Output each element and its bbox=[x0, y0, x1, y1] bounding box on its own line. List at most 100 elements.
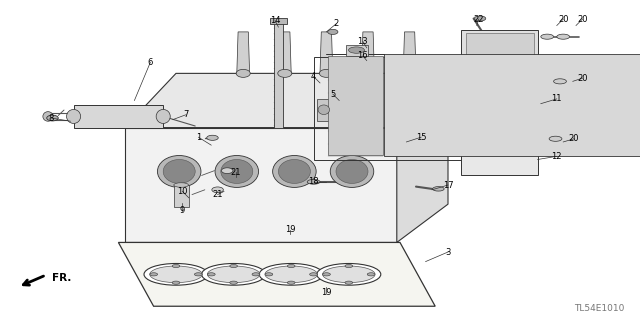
Ellipse shape bbox=[549, 136, 562, 141]
Text: 4: 4 bbox=[311, 72, 316, 81]
Bar bbox=[314, 57, 461, 160]
Ellipse shape bbox=[541, 34, 554, 39]
Text: 9: 9 bbox=[180, 206, 185, 215]
Ellipse shape bbox=[163, 160, 195, 183]
Ellipse shape bbox=[323, 273, 330, 276]
Ellipse shape bbox=[336, 160, 368, 183]
Text: 17: 17 bbox=[443, 181, 453, 189]
Ellipse shape bbox=[403, 70, 417, 78]
Ellipse shape bbox=[310, 273, 317, 276]
Text: 22: 22 bbox=[474, 15, 484, 24]
Ellipse shape bbox=[330, 156, 374, 188]
Polygon shape bbox=[317, 99, 332, 121]
Ellipse shape bbox=[230, 264, 237, 268]
Polygon shape bbox=[270, 18, 287, 24]
Ellipse shape bbox=[367, 273, 375, 276]
Ellipse shape bbox=[156, 109, 170, 123]
Text: 6: 6 bbox=[148, 58, 153, 67]
Polygon shape bbox=[328, 56, 383, 155]
Polygon shape bbox=[125, 128, 397, 242]
Polygon shape bbox=[125, 73, 448, 128]
Text: 3: 3 bbox=[445, 248, 451, 256]
Ellipse shape bbox=[43, 112, 53, 121]
Ellipse shape bbox=[474, 16, 486, 21]
Text: 19: 19 bbox=[321, 288, 332, 297]
Ellipse shape bbox=[195, 273, 202, 276]
Ellipse shape bbox=[287, 281, 295, 284]
Ellipse shape bbox=[557, 34, 570, 39]
Text: FR.: FR. bbox=[52, 272, 72, 283]
Ellipse shape bbox=[307, 179, 320, 184]
Ellipse shape bbox=[323, 266, 375, 283]
Text: TL54E1010: TL54E1010 bbox=[573, 304, 624, 313]
Text: 11: 11 bbox=[552, 94, 562, 103]
Polygon shape bbox=[466, 33, 534, 61]
Polygon shape bbox=[174, 185, 189, 207]
Text: 13: 13 bbox=[358, 37, 368, 46]
Ellipse shape bbox=[67, 109, 81, 123]
Polygon shape bbox=[274, 21, 283, 128]
Polygon shape bbox=[326, 54, 640, 156]
Ellipse shape bbox=[345, 264, 353, 268]
Ellipse shape bbox=[207, 135, 218, 140]
Text: 20: 20 bbox=[577, 74, 588, 83]
Ellipse shape bbox=[252, 273, 260, 276]
Ellipse shape bbox=[361, 70, 375, 78]
Ellipse shape bbox=[328, 29, 338, 34]
Ellipse shape bbox=[278, 70, 292, 78]
Text: 8: 8 bbox=[49, 114, 54, 122]
Text: 12: 12 bbox=[552, 152, 562, 161]
Ellipse shape bbox=[265, 273, 273, 276]
Ellipse shape bbox=[319, 70, 333, 78]
Ellipse shape bbox=[172, 281, 180, 284]
Ellipse shape bbox=[221, 160, 253, 183]
Polygon shape bbox=[118, 242, 435, 306]
Ellipse shape bbox=[259, 263, 323, 285]
Text: 2: 2 bbox=[333, 19, 339, 28]
Text: 20: 20 bbox=[558, 15, 568, 24]
Ellipse shape bbox=[317, 263, 381, 285]
Text: 1: 1 bbox=[196, 133, 201, 142]
Polygon shape bbox=[320, 32, 333, 73]
Text: 21: 21 bbox=[212, 190, 223, 199]
Ellipse shape bbox=[172, 264, 180, 268]
Ellipse shape bbox=[215, 156, 259, 188]
Ellipse shape bbox=[390, 139, 403, 145]
Text: 19: 19 bbox=[285, 225, 295, 234]
Ellipse shape bbox=[345, 281, 353, 284]
Ellipse shape bbox=[230, 281, 237, 284]
Text: 5: 5 bbox=[330, 90, 335, 99]
Polygon shape bbox=[461, 124, 538, 175]
Text: 21: 21 bbox=[230, 168, 241, 177]
Polygon shape bbox=[74, 105, 163, 128]
Ellipse shape bbox=[157, 156, 201, 188]
Text: 15: 15 bbox=[416, 133, 426, 142]
Polygon shape bbox=[278, 32, 291, 73]
Polygon shape bbox=[397, 73, 448, 242]
Text: 18: 18 bbox=[308, 177, 319, 186]
Polygon shape bbox=[237, 32, 250, 73]
Polygon shape bbox=[461, 30, 538, 108]
Ellipse shape bbox=[144, 263, 208, 285]
Ellipse shape bbox=[236, 70, 250, 78]
Ellipse shape bbox=[174, 183, 188, 187]
Text: 14: 14 bbox=[270, 16, 280, 25]
Text: 7: 7 bbox=[183, 110, 188, 119]
Ellipse shape bbox=[150, 266, 202, 283]
Ellipse shape bbox=[287, 264, 295, 268]
Ellipse shape bbox=[207, 273, 215, 276]
Ellipse shape bbox=[318, 105, 330, 115]
Polygon shape bbox=[403, 32, 416, 73]
Text: 10: 10 bbox=[177, 187, 188, 196]
Ellipse shape bbox=[554, 79, 566, 84]
Polygon shape bbox=[346, 45, 368, 56]
Ellipse shape bbox=[273, 156, 316, 188]
Ellipse shape bbox=[278, 160, 310, 183]
Ellipse shape bbox=[349, 47, 365, 53]
Ellipse shape bbox=[47, 115, 58, 121]
Polygon shape bbox=[362, 32, 374, 73]
Ellipse shape bbox=[202, 263, 266, 285]
Ellipse shape bbox=[265, 266, 317, 283]
Ellipse shape bbox=[150, 273, 157, 276]
Ellipse shape bbox=[207, 266, 260, 283]
